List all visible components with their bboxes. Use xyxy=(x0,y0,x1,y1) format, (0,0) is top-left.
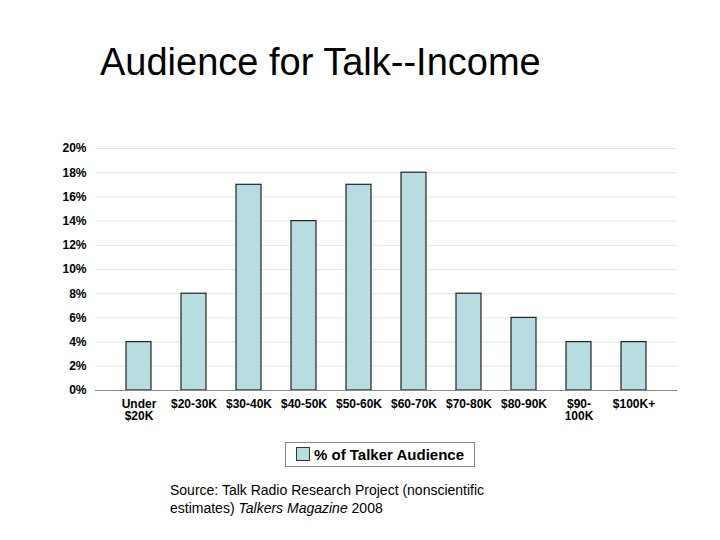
html-text:Audience for Talk--Income: Audience for Talk--Income xyxy=(100,41,541,83)
svg-text:4%: 4% xyxy=(69,335,87,349)
svg-text:$80-90K: $80-90K xyxy=(501,397,547,411)
svg-text:Under$20K: Under$20K xyxy=(122,397,157,423)
svg-text:12%: 12% xyxy=(62,238,86,252)
svg-text:$90-100K: $90-100K xyxy=(565,397,594,423)
svg-text:2%: 2% xyxy=(69,359,87,373)
svg-text:$70-80K: $70-80K xyxy=(446,397,492,411)
svg-text:18%: 18% xyxy=(62,166,86,180)
svg-text:6%: 6% xyxy=(69,311,87,325)
svg-text:$100K+: $100K+ xyxy=(613,397,655,411)
svg-text:20%: 20% xyxy=(62,141,86,155)
svg-text:14%: 14% xyxy=(62,214,86,228)
svg-text:$40-50K: $40-50K xyxy=(281,397,327,411)
svg-text:10%: 10% xyxy=(62,262,86,276)
svg-text:$50-60K: $50-60K xyxy=(336,397,382,411)
svg-text:$30-40K: $30-40K xyxy=(226,397,272,411)
svg-text:8%: 8% xyxy=(69,287,87,301)
svg-text:0%: 0% xyxy=(69,383,87,397)
svg-text:$20-30K: $20-30K xyxy=(171,397,217,411)
svg-text:$60-70K: $60-70K xyxy=(391,397,437,411)
html-text:% of Talker Audience: % of Talker Audience xyxy=(314,446,464,463)
html-text:Source: Talk Radio Research Pr: Source: Talk Radio Research Project (non… xyxy=(170,482,485,516)
svg-text:16%: 16% xyxy=(62,190,86,204)
